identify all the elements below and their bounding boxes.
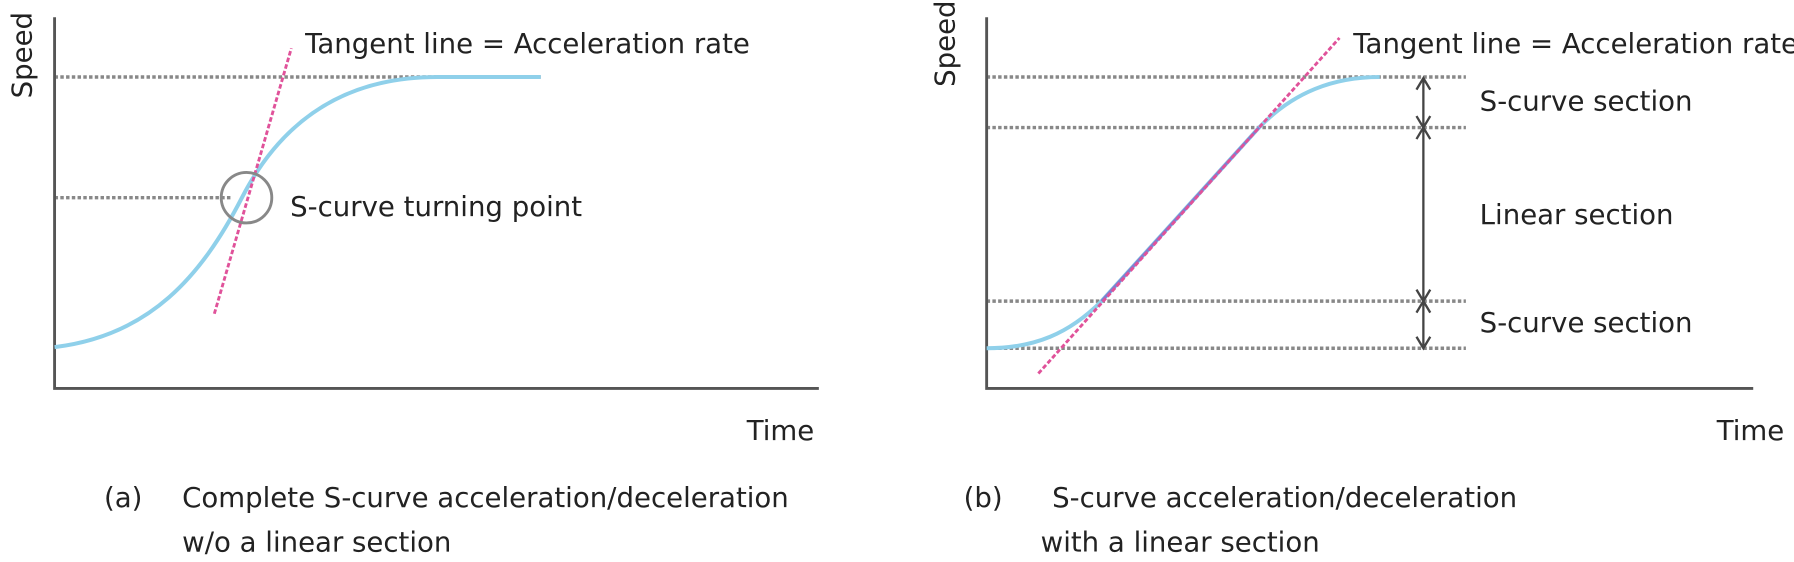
arrowheads [1415,75,1432,351]
axes [985,17,1754,390]
y-label: Speed [6,12,39,98]
turning-point-circle [219,170,274,225]
tangent-line [1037,36,1341,375]
caption-line: S-curve acceleration/deceleration [1052,481,1517,514]
section-label: S-curve section [1480,306,1693,339]
caption-line: with a linear section [1041,526,1320,559]
tangent-label: Tangent line = Acceleration rate [304,27,750,60]
caption-tag: (b) [964,481,1003,514]
x-label: Time [1716,414,1785,447]
caption-line: Complete S-curve acceleration/decelerati… [182,481,789,514]
panel-a: Speed Tangent line = Acceleration rate S… [6,12,819,559]
section-label: Linear section [1480,198,1674,231]
caption-line: w/o a linear section [182,526,451,559]
axes [53,17,819,390]
caption-tag: (a) [104,481,142,514]
s-curve [54,74,541,350]
section-label: S-curve section [1480,84,1693,117]
point-label: S-curve turning point [290,190,582,223]
panel-b: Speed Tangent line = Acceleration rate S… [928,0,1794,558]
tangent-line [212,47,293,315]
x-label: Time [746,414,815,447]
tangent-label: Tangent line = Acceleration rate [1352,27,1794,60]
y-label: Speed [928,0,961,86]
